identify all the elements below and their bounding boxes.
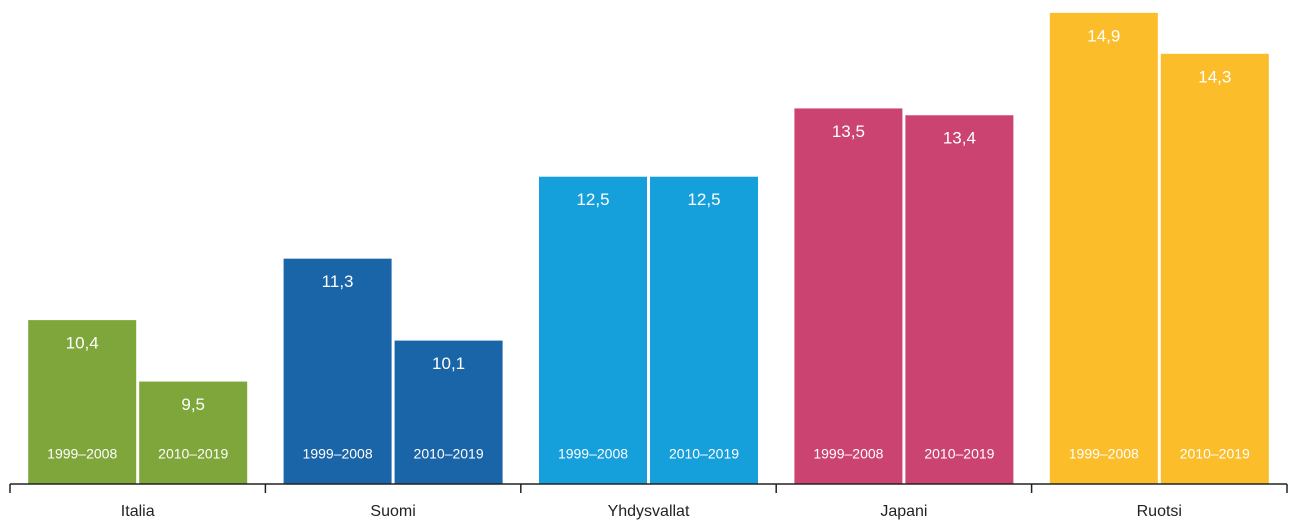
value-label: 14,3 xyxy=(1198,67,1231,86)
bar xyxy=(1160,53,1269,485)
series-label: 2010–2019 xyxy=(414,446,484,462)
value-label: 12,5 xyxy=(576,190,609,209)
value-label: 10,4 xyxy=(66,334,99,353)
value-label: 13,4 xyxy=(943,129,976,148)
series-label: 2010–2019 xyxy=(924,446,994,462)
bar xyxy=(1049,12,1158,484)
x-tick-label: Ruotsi xyxy=(1137,503,1182,520)
value-label: 10,1 xyxy=(432,354,465,373)
value-label: 14,9 xyxy=(1087,26,1120,45)
x-tick-label: Italia xyxy=(121,503,155,520)
bar xyxy=(394,340,503,484)
series-label: 1999–2008 xyxy=(813,446,883,462)
series-label: 1999–2008 xyxy=(558,446,628,462)
x-tick-label: Yhdysvallat xyxy=(608,503,690,520)
bar xyxy=(139,381,248,484)
x-tick-label: Japani xyxy=(880,503,927,520)
series-label: 2010–2019 xyxy=(669,446,739,462)
series-label: 1999–2008 xyxy=(303,446,373,462)
value-label: 13,5 xyxy=(832,122,865,141)
bar xyxy=(794,108,903,484)
bar xyxy=(28,320,137,484)
series-label: 1999–2008 xyxy=(47,446,117,462)
bar xyxy=(539,176,647,484)
series-label: 2010–2019 xyxy=(1180,446,1250,462)
series-label: 1999–2008 xyxy=(1069,446,1139,462)
bar xyxy=(650,176,758,484)
series-label: 2010–2019 xyxy=(158,446,228,462)
bar xyxy=(283,258,392,484)
value-label: 9,5 xyxy=(181,395,205,414)
bar xyxy=(905,115,1014,484)
value-label: 12,5 xyxy=(687,190,720,209)
value-label: 11,3 xyxy=(322,272,354,291)
x-tick-label: Suomi xyxy=(370,503,415,520)
